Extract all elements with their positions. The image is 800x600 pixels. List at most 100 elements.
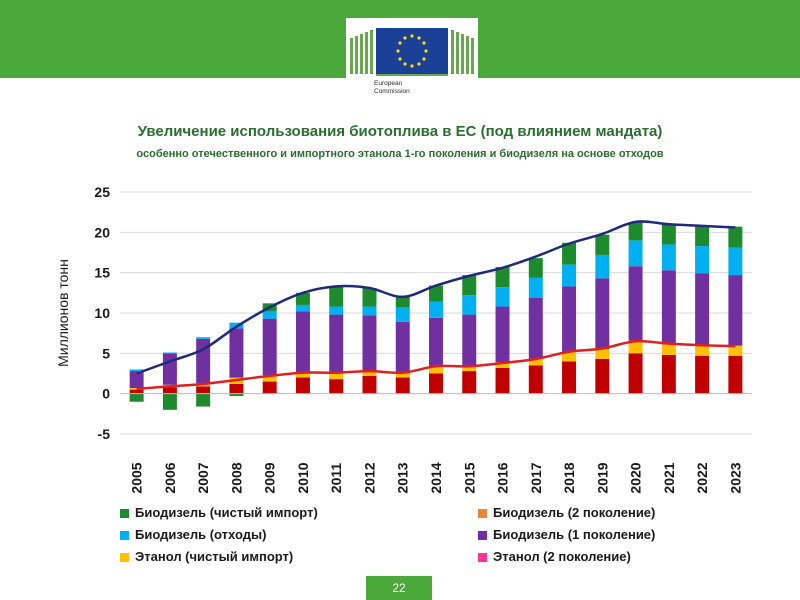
bar-segment [129,388,144,390]
bar-segment [362,375,377,394]
bar-segment [262,381,277,394]
x-tick-label: 2011 [328,463,344,494]
bar-segment [495,367,510,394]
chart-title: Увеличение использования биотоплива в ЕС… [137,123,663,140]
bar-segment [562,264,577,287]
bar-segment [196,337,211,339]
bar-segment [562,242,577,265]
x-tick-label: 2008 [228,462,244,493]
series-line [136,339,736,391]
bar-segment [628,341,643,354]
x-tick-label: 2006 [162,462,178,493]
y-tick-label: -5 [98,426,111,442]
x-tick-label: 2019 [594,462,610,493]
bar-segment [462,366,477,372]
bar-segment [429,317,443,368]
bar-segment [528,365,543,394]
legend-item-biodiesel-waste: Биодизель (отходы) [120,527,266,547]
x-tick-label: 2021 [661,462,677,493]
bar-segment [329,314,344,374]
bar-segment [362,315,377,372]
bar-segment [295,292,310,305]
x-tick-label: 2012 [361,462,377,493]
legend-item-biodiesel-net-import: Биодизель (чистый импорт) [120,505,318,525]
bar-segment [462,295,477,315]
bar-segment [429,301,443,318]
bar-segment [728,247,743,276]
bar-segment [162,393,177,410]
bar-segment [495,306,510,363]
bar-segment [262,311,277,319]
bar-segment [429,367,443,374]
bar-segment [229,393,244,397]
bar-segment [495,362,510,368]
x-tick-label: 2005 [129,462,145,493]
bar-segment [196,393,211,407]
bar-segment [695,225,710,247]
bar-segment [229,383,244,394]
bar-segment [295,377,310,394]
bar-segment [628,222,643,241]
legend-item-ethanol-net-import: Этанол (чистый импорт) [120,549,293,569]
bar-segment [129,369,144,372]
bar-segment [462,371,477,394]
bar-segment [395,321,410,374]
bar-segment [628,353,643,394]
bar-segment [162,353,177,385]
bar-segment [495,267,510,288]
bar-segment [362,287,377,307]
x-tick-label: 2014 [428,462,444,493]
series-line [136,220,736,375]
logo-text: European Commission [374,80,410,95]
y-tick-label: 25 [94,184,110,200]
y-axis-title: Миллионов тонн [55,259,71,367]
bar-segment [329,373,344,380]
bar-segment [528,258,543,278]
bar-segment [395,307,410,322]
x-tick-label: 2013 [395,462,411,493]
bar-segment [528,277,543,298]
bar-segment [728,346,743,356]
bar-segment [395,296,410,308]
bar-segment [462,275,477,296]
bar-segment [562,351,577,362]
bar-segment [295,373,310,378]
x-tick-label: 2023 [727,462,743,493]
bar-segment [661,270,676,344]
bar-segment [528,358,543,366]
commission-building-icon [350,28,474,76]
bar-segment [429,373,443,394]
bar-segment [595,278,610,350]
legend-item-biodiesel-1gen: Биодизель (1 поколение) [478,527,655,547]
legend-swatch [478,553,487,563]
bar-segment [595,358,610,394]
bar-segment [661,354,676,394]
bar-segment [661,224,676,245]
bar-segment [162,387,177,394]
x-tick-label: 2010 [295,462,311,493]
bar-segment [661,244,676,271]
x-tick-label: 2020 [628,462,644,493]
bar-segment [329,306,344,315]
x-tick-label: 2015 [461,462,477,493]
bar-segment [562,286,577,352]
legend-item-biodiesel-2gen: Биодизель (2 поколение) [478,505,655,525]
bar-segment [362,306,377,316]
bar-segment [295,311,310,374]
bar-segment [595,349,610,359]
x-tick-label: 2009 [262,462,278,493]
x-tick-label: 2022 [694,462,710,493]
bar-segment [562,361,577,394]
bar-segment [196,386,211,394]
bar-segment [462,314,477,367]
chart-subtitle: особенно отечественного и импортного эта… [136,148,664,160]
bar-segment [695,246,710,274]
legend-swatch [120,553,129,563]
bar-segment [329,379,344,394]
european-commission-logo: European Commission [346,18,478,106]
bar-segment [661,344,676,355]
legend-swatch [478,509,487,519]
y-tick-label: 10 [94,305,110,321]
bar-segment [628,240,643,267]
bar-segment [429,285,443,302]
